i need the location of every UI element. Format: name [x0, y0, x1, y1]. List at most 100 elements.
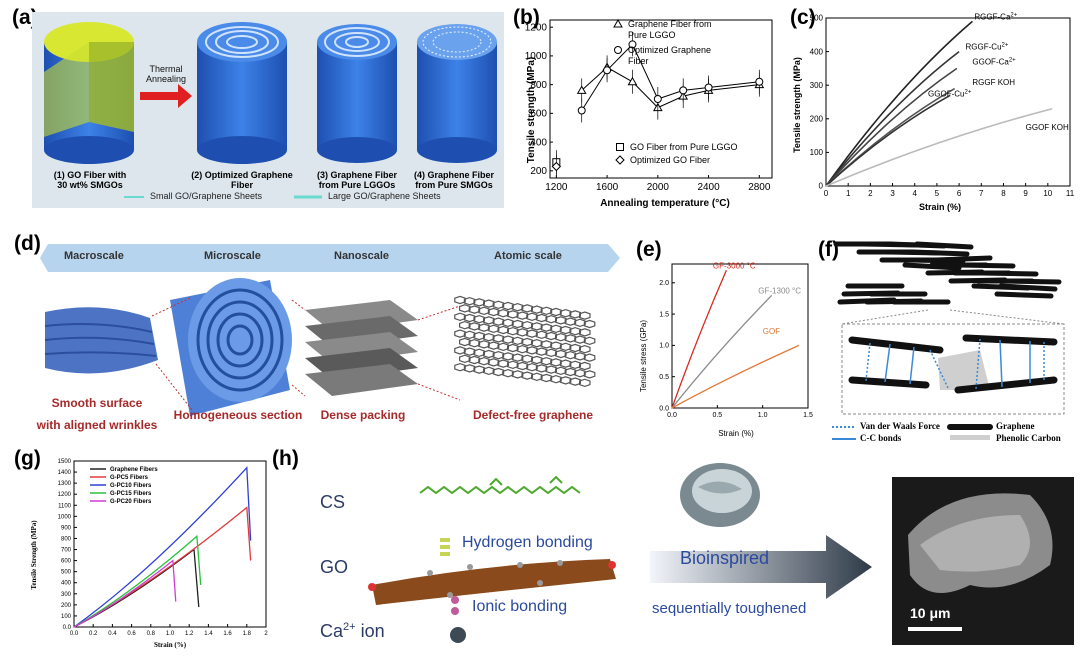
chart-e-series-line [671, 294, 773, 409]
graphene-hex [511, 336, 524, 346]
chart-g-ytick-label: 200 [61, 603, 72, 609]
graphene-hex [535, 330, 548, 340]
graphene-hex [569, 360, 582, 370]
caption-lggo-fiber: (3) Graphene Fiber from Pure LGGOs [316, 170, 397, 190]
graphene-hex [468, 305, 481, 314]
chart-b-frame [549, 19, 773, 179]
graphene-hex [454, 346, 466, 355]
chart-b-ytick-label: 400 [530, 137, 547, 148]
graphene-hex [454, 295, 466, 305]
graphene-hex [564, 334, 577, 343]
chart-c-series-label: GGOF-Cu2+ [928, 90, 972, 99]
graphene-hex [497, 308, 509, 318]
chart-b-xtick-label: 1600 [596, 182, 619, 193]
chart-e-xlabel: Strain (%) [718, 429, 754, 438]
chart-c-series-label: GGOF KOH [1026, 123, 1069, 132]
chart-b-ytick-label: 800 [530, 80, 547, 91]
chart-b-xtick-label: 2800 [748, 182, 771, 193]
chart-g-xtick-label: 2 [264, 631, 268, 637]
chart-c-ytick-label: 0 [819, 182, 824, 191]
chart-c-ytick-label: 300 [810, 81, 824, 90]
chart-c-xtick-label: 9 [1023, 189, 1028, 198]
legend-phenolic-label: Phenolic Carbon [996, 433, 1061, 443]
graphene-hex [487, 307, 500, 317]
sem-image-icon [892, 477, 1074, 645]
graphene-hex [511, 302, 524, 312]
graphene-hex [540, 356, 553, 366]
chart-c-series-line [825, 94, 951, 187]
scale-atomic: Atomic scale [494, 250, 562, 262]
graphene-hex [550, 358, 562, 367]
chart-b-point [614, 46, 622, 54]
panel-label-a: (a) [12, 6, 38, 29]
chart-g-xlabel: Strain (%) [154, 641, 187, 649]
chart-g-series-line [73, 466, 252, 628]
chart-g-ytick-label: 1100 [58, 503, 72, 509]
chart-c-xtick-label: 5 [935, 189, 940, 198]
graphene-hex [507, 360, 519, 370]
graphene-hex [463, 347, 476, 356]
chart-c-xtick-label: 8 [1001, 189, 1006, 198]
graphene-hex [559, 359, 572, 368]
chart-c-xtick-label: 4 [913, 189, 918, 198]
chart-g-legend-label: G-PC10 Fibers [110, 483, 152, 489]
graphene-hex [463, 313, 476, 323]
panel-label-h: (h) [272, 447, 299, 470]
graphene-stack-icon [833, 241, 1062, 305]
chart-b-point [628, 40, 637, 49]
cc-bond-icons [884, 339, 1031, 388]
graphene-hex [540, 373, 553, 383]
graphene-hex [540, 306, 553, 316]
graphene-hex [502, 335, 514, 344]
graphene-hex [559, 376, 572, 385]
chart-g-ytick-label: 1400 [58, 470, 72, 476]
graphene-hex [502, 301, 514, 311]
chart-g-ytick-label: 700 [61, 548, 72, 554]
chart-g-legend-label: G-PC5 Fibers [110, 475, 149, 481]
graphene-hex [459, 304, 471, 313]
graphene-hex [531, 372, 543, 382]
graphene-hex [487, 341, 500, 350]
graphene-hex [507, 343, 519, 353]
chart-g-ytick-label: 500 [61, 570, 72, 576]
legend-vdw-label: Van der Waals Force [860, 421, 940, 431]
panel-d-illustration [40, 244, 620, 416]
caption-go-fiber: (1) GO Fiber with 30 wt% SMGOs [53, 170, 127, 190]
graphene-hex [578, 361, 591, 371]
graphene-hex [492, 300, 505, 310]
chart-c-series-line [825, 107, 1053, 187]
chart-b-ytick-label: 200 [530, 166, 547, 177]
chart-e-series-label: GF-3000 °C [713, 261, 756, 270]
legend-graphene-label: Graphene [996, 421, 1035, 431]
fiber-smgo-icon [417, 24, 497, 163]
graphene-hex [492, 350, 505, 360]
graphene-lattice-icon [454, 295, 596, 388]
chart-g-frame [73, 460, 267, 628]
chart-c-xlabel: Strain (%) [919, 202, 961, 212]
graphene-hex [492, 367, 505, 377]
graphene-hex [454, 329, 466, 338]
graphene-hex [535, 364, 548, 373]
chart-c: Tensile strength (MPa) Strain (%) 0 1 2 3 4 5… [790, 10, 1075, 215]
legend-large-label: Large GO/Graphene Sheets [328, 191, 441, 201]
graphene-hex [492, 334, 505, 343]
graphene-hex [511, 353, 524, 362]
chart-c-series-label: RGGF KOH [972, 78, 1015, 87]
graphene-hex [564, 317, 577, 326]
graphene-hex [511, 370, 524, 379]
chart-e-ytick-label: 2.0 [659, 280, 669, 287]
graphene-hex [545, 365, 558, 374]
graphene-hex [574, 318, 586, 328]
chart-b-xlabel: Annealing temperature (°C) [600, 198, 730, 209]
chart-e-series-label: GOF [763, 327, 780, 336]
graphene-hex [574, 335, 586, 344]
vdw-force-icons [865, 338, 1045, 390]
chart-c-series-label: RGGF-Cu2+ [966, 43, 1009, 52]
chart-e-ytick-label: 0.0 [659, 405, 669, 412]
graphene-hex [535, 347, 548, 356]
chart-c-ytick-label: 200 [810, 114, 824, 123]
label-go: GO [320, 557, 349, 577]
graphene-hex [550, 374, 562, 384]
scale-bar-label: 10 μm [910, 605, 951, 621]
chart-g-ytick-label: 1200 [58, 492, 72, 498]
